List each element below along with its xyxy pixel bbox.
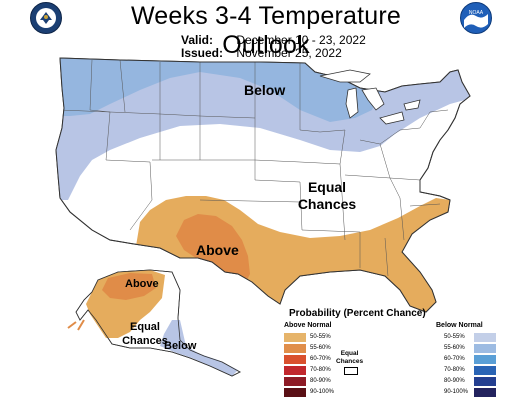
legend-above-swatch (284, 333, 306, 342)
legend-above-range: 60-70% (310, 356, 331, 362)
valid-label: Valid: (181, 33, 214, 47)
legend-equal-swatch (344, 367, 358, 375)
alaska-above-dark (102, 273, 156, 300)
state-borders (59, 59, 449, 277)
legend-title: Probability (Percent Chance) (289, 308, 426, 319)
legend-below-swatch (474, 355, 496, 364)
noaa-logo-icon: NOAA (460, 2, 492, 34)
legend-below-swatch (474, 333, 496, 342)
legend-above-range: 55-60% (310, 345, 331, 351)
above-label-alaska: Above (125, 278, 159, 290)
equal-text: Equal (307, 179, 347, 195)
legend-equal-chances: Equal Chances (336, 350, 363, 366)
below-label-conus: Below (244, 82, 286, 98)
legend-above-swatch (284, 388, 306, 397)
legend-above-swatch (284, 355, 306, 364)
svg-text:NOAA: NOAA (469, 10, 484, 16)
legend-below-range: 60-70% (444, 356, 465, 362)
legend-below-range: 90-100% (444, 389, 469, 395)
legend-above-swatch (284, 377, 306, 386)
chances-text: Chances (297, 196, 357, 212)
page-title: Weeks 3-4 Temperature Outlook (130, 2, 402, 59)
valid-line: Valid: December 10 - 23, 2022 (181, 33, 366, 47)
above-dark-region (176, 214, 250, 286)
legend-above-header: Above Normal (284, 322, 332, 329)
legend-below-range: 70-80% (444, 367, 465, 373)
doc-seal-icon (30, 2, 62, 34)
legend-below-swatch (474, 377, 496, 386)
issued-value: November 25, 2022 (236, 46, 342, 60)
issued-label: Issued: (181, 46, 224, 60)
legend-below-range: 80-90% (444, 378, 465, 384)
legend-above-range: 90-100% (310, 389, 335, 395)
chances-text: Chances (122, 335, 168, 347)
legend-above-range: 50-55% (310, 334, 331, 340)
legend-below-range: 55-60% (444, 345, 465, 351)
above-label-conus: Above (196, 242, 239, 258)
below-label-alaska: Below (164, 340, 197, 352)
legend-below-swatch (474, 366, 496, 375)
legend: Probability (Percent Chance) Above Norma… (284, 308, 504, 400)
valid-value: December 10 - 23, 2022 (236, 33, 366, 47)
equal-text: Equal (340, 350, 359, 357)
legend-above-swatch (284, 366, 306, 375)
legend-below-header: Below Normal (436, 322, 483, 329)
chances-text: Chances (336, 358, 364, 365)
legend-above-range: 70-80% (310, 367, 331, 373)
legend-below-range: 50-55% (444, 334, 465, 340)
legend-above-swatch (284, 344, 306, 353)
equal-text: Equal (130, 321, 160, 333)
equal-chances-label-conus: Equal Chances (292, 179, 362, 213)
legend-above-range: 80-90% (310, 378, 331, 384)
equal-chances-label-alaska: Equal Chances (120, 320, 170, 348)
legend-below-swatch (474, 344, 496, 353)
great-lakes (319, 69, 421, 125)
issued-line: Issued: November 25, 2022 (181, 46, 342, 60)
legend-below-swatch (474, 388, 496, 397)
